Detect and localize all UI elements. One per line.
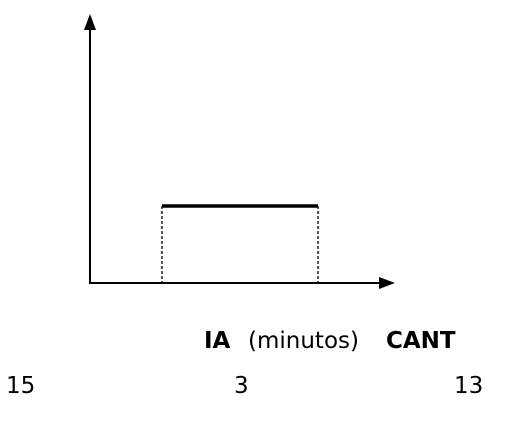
value-right: 13 — [454, 373, 484, 399]
value-left: 15 — [6, 373, 36, 399]
y-axis-arrow — [84, 14, 96, 30]
ia-label: IA — [204, 328, 231, 354]
x-axis-arrow — [379, 277, 395, 289]
value-center: 3 — [234, 373, 249, 399]
unit-label: (minutos) — [248, 328, 359, 354]
distribution-diagram — [84, 14, 395, 289]
cant-label: CANT — [386, 328, 456, 354]
